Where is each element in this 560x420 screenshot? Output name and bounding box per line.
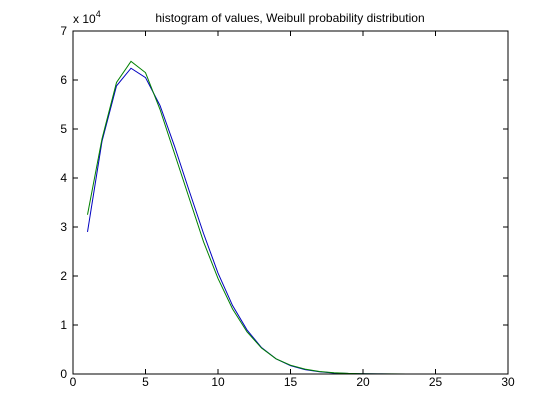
x-tick-label: 5	[142, 375, 149, 389]
plot-frame	[72, 30, 509, 375]
y-tick-label: 4	[60, 171, 67, 185]
y-tick-label: 2	[60, 269, 67, 283]
y-tick-label: 0	[60, 367, 67, 381]
y-tick-label: 1	[60, 318, 67, 332]
y-tick-label: 7	[60, 24, 67, 38]
x-tick-label: 30	[501, 375, 515, 389]
y-multiplier-prefix: x 10	[73, 12, 96, 26]
x-tick-label: 0	[70, 375, 77, 389]
x-tick-label: 10	[211, 375, 225, 389]
plot-background	[73, 31, 508, 374]
y-tick-label: 6	[60, 73, 67, 87]
y-multiplier-label: x 104	[73, 9, 101, 26]
x-tick-label: 25	[429, 375, 443, 389]
x-tick-label: 20	[356, 375, 370, 389]
chart-title: histogram of values, Weibull probability…	[155, 11, 424, 25]
y-multiplier-exponent: 4	[96, 9, 101, 19]
y-tick-label: 3	[60, 220, 67, 234]
x-tick-label: 15	[284, 375, 298, 389]
y-tick-label: 5	[60, 122, 67, 136]
